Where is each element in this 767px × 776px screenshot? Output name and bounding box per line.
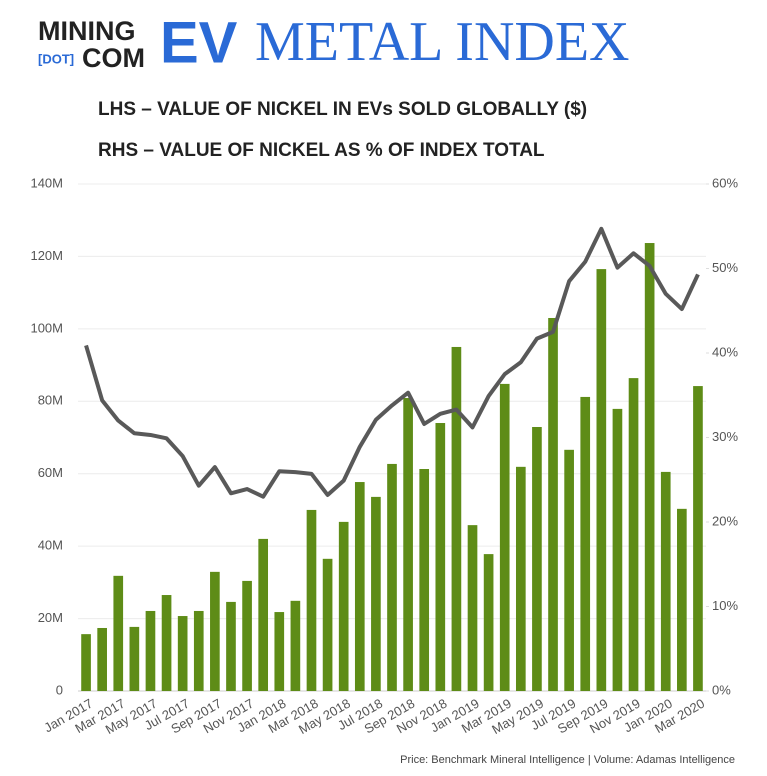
y2-tick-label: 40% [712, 344, 738, 359]
bar [451, 346, 462, 691]
bar [113, 575, 124, 691]
y-tick-label: 120M [30, 248, 63, 263]
y2-tick-label: 0% [712, 682, 731, 697]
bar [97, 627, 107, 691]
bar [483, 554, 494, 691]
y-tick-label: 40M [38, 538, 63, 553]
bar [81, 634, 91, 691]
y2-tick-label: 20% [712, 513, 738, 528]
y2-tick-label: 30% [712, 429, 738, 444]
y-tick-label: 80M [38, 393, 63, 408]
subtitle: LHS – VALUE OF NICKEL IN EVs SOLD GLOBAL… [98, 99, 587, 120]
bar [548, 317, 558, 691]
bar [628, 378, 639, 691]
y-tick-label: 60M [38, 465, 63, 480]
bar [210, 571, 220, 691]
bar [161, 595, 172, 691]
bar [129, 626, 140, 691]
bar [596, 269, 607, 691]
y-tick-label: 0 [56, 682, 63, 697]
bar [322, 558, 333, 691]
bar [177, 616, 188, 691]
bar [532, 426, 542, 691]
bar [419, 469, 430, 691]
chart-title: METAL INDEX [255, 11, 629, 73]
bar [580, 396, 591, 691]
logo-top: MINING [38, 16, 136, 46]
title-bold: EV [160, 10, 238, 75]
bar [193, 610, 204, 691]
source: Price: Benchmark Mineral Intelligence | … [400, 754, 735, 766]
y-tick-label: 20M [38, 610, 63, 625]
line [84, 226, 700, 499]
bar [499, 383, 510, 691]
y2-tick-label: 50% [712, 260, 738, 275]
bar [612, 408, 623, 691]
bar [387, 463, 397, 691]
bar [677, 508, 687, 691]
bar [338, 521, 349, 691]
bar [515, 466, 526, 691]
bar [226, 601, 236, 691]
bar [274, 612, 285, 691]
y-tick-label: 140M [30, 175, 63, 190]
bar [467, 525, 478, 691]
bar [354, 482, 365, 691]
logo-dot: [DOT] [38, 51, 74, 66]
bar [564, 449, 574, 691]
bar [403, 398, 413, 691]
bar [290, 600, 301, 691]
y-tick-label: 100M [30, 320, 63, 335]
bar [693, 386, 703, 691]
y2-tick-label: 60% [712, 175, 738, 190]
logo-bottom: COM [82, 43, 145, 73]
bar [242, 580, 252, 691]
bar [644, 243, 655, 691]
bar [306, 509, 317, 691]
y2-tick-label: 10% [712, 598, 738, 613]
bar [660, 471, 671, 691]
subtitle: RHS – VALUE OF NICKEL AS % OF INDEX TOTA… [98, 140, 545, 161]
bar [435, 423, 446, 691]
bar [371, 496, 381, 691]
bar [145, 610, 156, 691]
bar [258, 538, 269, 691]
